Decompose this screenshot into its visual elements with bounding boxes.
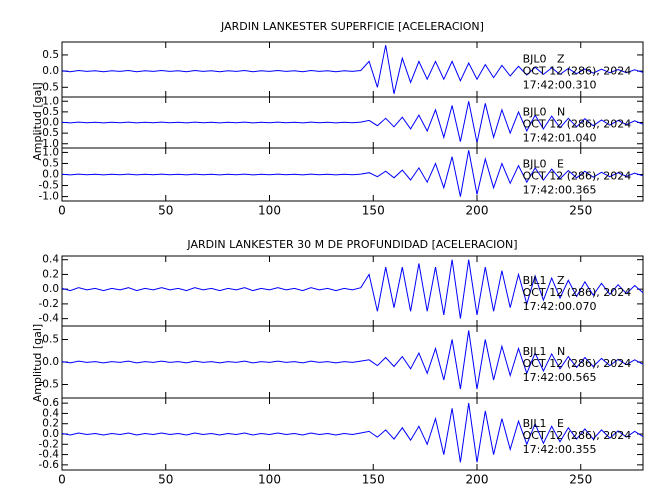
y-tick-label: -0.5 bbox=[39, 81, 60, 93]
x-tick-label: 100 bbox=[258, 204, 281, 218]
y-tick-label: 0.2 bbox=[42, 418, 59, 430]
station-label: BJL1 E bbox=[523, 417, 564, 430]
x-tick-label: 250 bbox=[569, 204, 592, 218]
station-label: BJL0 N bbox=[523, 106, 566, 119]
date-label: OCT 12 (286), 2024 bbox=[523, 286, 632, 299]
y-tick-label: -0.6 bbox=[39, 459, 60, 471]
station-label: BJL1 Z bbox=[523, 274, 565, 287]
x-tick-label: 0 bbox=[58, 204, 66, 218]
y-tick-label: 0.4 bbox=[42, 407, 59, 419]
x-tick-label: 50 bbox=[158, 473, 173, 487]
trace-line bbox=[61, 45, 644, 94]
y-tick-label: -0.4 bbox=[39, 449, 60, 461]
station-label: BJL0 Z bbox=[523, 53, 565, 66]
date-label: OCT 12 (286), 2024 bbox=[523, 429, 632, 442]
x-tick-label: 150 bbox=[362, 204, 385, 218]
y-tick-label: -0.5 bbox=[39, 379, 60, 391]
y-tick-label: 0.0 bbox=[42, 117, 59, 129]
y-tick-label: -0.2 bbox=[39, 438, 60, 450]
time-label: 17:42:00.070 bbox=[523, 300, 597, 313]
time-label: 17:42:00.310 bbox=[523, 79, 597, 92]
y-tick-label: 1.0 bbox=[42, 146, 59, 158]
y-axis-label: Amplitud [gal] bbox=[31, 82, 44, 160]
y-tick-label: 0.0 bbox=[42, 283, 59, 295]
chart-title: JARDIN LANKESTER 30 M DE PROFUNDIDAD [AC… bbox=[186, 238, 517, 251]
x-tick-label: 150 bbox=[362, 473, 385, 487]
y-tick-label: -0.5 bbox=[39, 180, 60, 192]
trace-line bbox=[61, 150, 644, 197]
x-tick-label: 100 bbox=[258, 473, 281, 487]
y-tick-label: 0.0 bbox=[42, 356, 59, 368]
y-tick-label: -0.5 bbox=[39, 127, 60, 139]
date-label: OCT 12 (286), 2024 bbox=[523, 170, 632, 183]
x-tick-label: 250 bbox=[569, 473, 592, 487]
y-tick-label: 0.2 bbox=[42, 268, 59, 280]
x-tick-label: 200 bbox=[466, 204, 489, 218]
y-tick-label: 0.0 bbox=[42, 428, 59, 440]
trace-line bbox=[61, 259, 644, 319]
y-tick-label: -1.0 bbox=[39, 138, 60, 150]
station-label: BJL0 E bbox=[523, 158, 564, 171]
y-tick-label: 0.5 bbox=[42, 334, 59, 346]
trace-line bbox=[61, 403, 644, 463]
y-tick-label: -1.0 bbox=[39, 191, 60, 203]
y-tick-label: -0.2 bbox=[39, 298, 60, 310]
station-label: BJL1 N bbox=[523, 345, 566, 358]
time-label: 17:42:00.355 bbox=[523, 443, 597, 456]
trace-line bbox=[61, 101, 644, 143]
y-tick-label: -0.4 bbox=[39, 313, 60, 325]
x-tick-label: 200 bbox=[466, 473, 489, 487]
y-axis-label: Amplitud [gal] bbox=[31, 324, 44, 402]
y-tick-label: 0.0 bbox=[42, 169, 59, 181]
date-label: OCT 12 (286), 2024 bbox=[523, 357, 632, 370]
chart-title: JARDIN LANKESTER SUPERFICIE [ACELERACION… bbox=[220, 20, 484, 33]
y-tick-label: 0.4 bbox=[42, 254, 59, 266]
date-label: OCT 12 (286), 2024 bbox=[523, 65, 632, 78]
y-tick-label: 0.5 bbox=[42, 106, 59, 118]
date-label: OCT 12 (286), 2024 bbox=[523, 118, 632, 131]
y-tick-label: 0.6 bbox=[42, 397, 59, 409]
time-label: 17:42:00.365 bbox=[523, 184, 597, 197]
x-tick-label: 50 bbox=[158, 204, 173, 218]
y-tick-label: 0.0 bbox=[42, 65, 59, 77]
x-tick-label: 0 bbox=[58, 473, 66, 487]
y-tick-label: 1.0 bbox=[42, 95, 59, 107]
y-tick-label: 0.5 bbox=[42, 157, 59, 169]
time-label: 17:42:00.565 bbox=[523, 371, 597, 384]
time-label: 17:42:01.040 bbox=[523, 132, 597, 145]
y-tick-label: 0.5 bbox=[42, 49, 59, 61]
trace-line bbox=[61, 330, 644, 390]
